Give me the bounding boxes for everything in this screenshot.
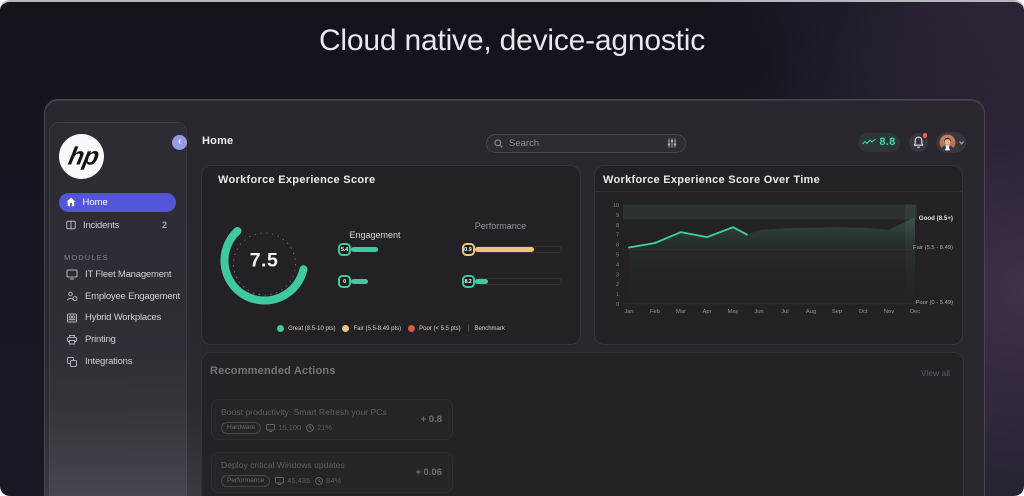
svg-text:Sep: Sep (832, 309, 842, 315)
svg-text:0: 0 (616, 302, 619, 308)
svg-text:hp: hp (66, 142, 101, 170)
svg-text:7: 7 (616, 233, 619, 239)
svg-text:5: 5 (616, 253, 619, 259)
svg-text:Dec: Dec (910, 309, 920, 315)
svg-text:Feb: Feb (650, 309, 660, 315)
svg-text:Mar: Mar (676, 309, 686, 315)
svg-text:9: 9 (616, 213, 619, 219)
svg-text:10: 10 (613, 203, 619, 209)
svg-text:Good (8.5+): Good (8.5+) (919, 215, 953, 222)
svg-text:4: 4 (616, 262, 619, 268)
svg-text:Apr: Apr (702, 309, 711, 315)
svg-text:2: 2 (616, 282, 619, 288)
svg-text:8: 8 (616, 223, 619, 229)
svg-text:May: May (728, 309, 739, 315)
svg-text:Jan: Jan (624, 309, 633, 315)
svg-text:6: 6 (616, 243, 619, 249)
svg-text:Fair (5.5 - 8.49): Fair (5.5 - 8.49) (913, 245, 953, 251)
svg-text:Nov: Nov (884, 309, 894, 315)
svg-text:Jun: Jun (754, 309, 763, 315)
svg-text:1: 1 (616, 292, 619, 298)
svg-text:Oct: Oct (858, 309, 867, 315)
svg-text:Aug: Aug (806, 309, 816, 315)
svg-text:3: 3 (616, 272, 619, 278)
svg-text:7.5: 7.5 (250, 250, 279, 272)
svg-text:Jul: Jul (781, 309, 788, 315)
svg-text:Poor (0 - 5.49): Poor (0 - 5.49) (916, 300, 953, 306)
